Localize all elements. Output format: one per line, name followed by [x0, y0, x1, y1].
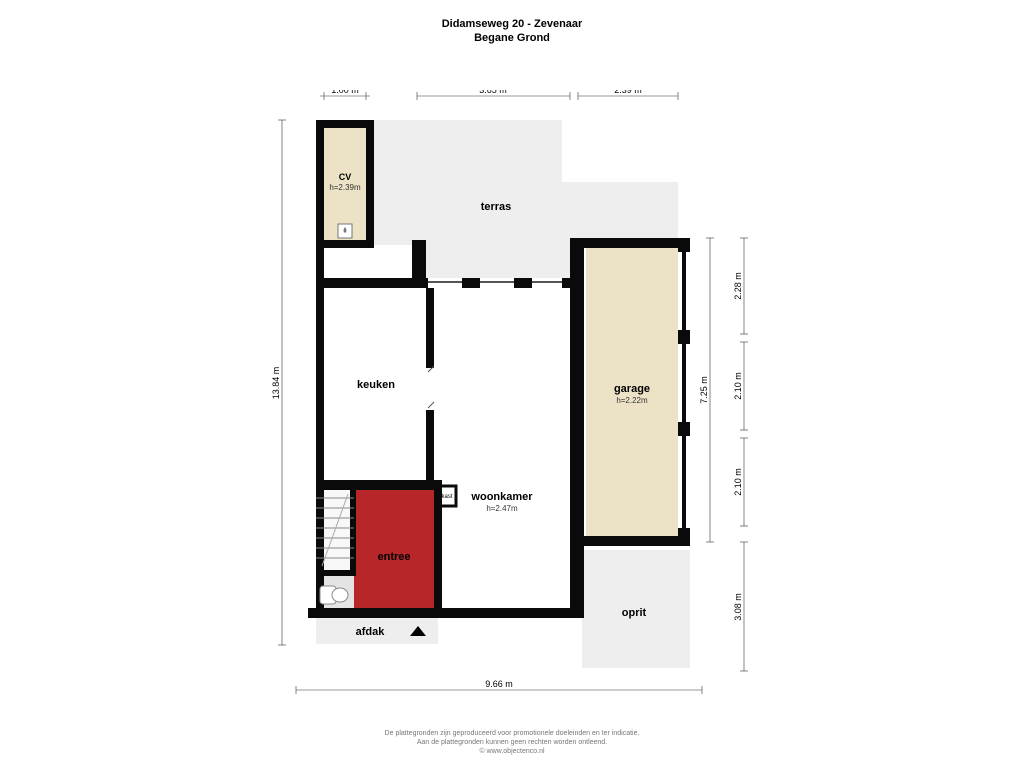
svg-text:keuken: keuken — [357, 379, 395, 391]
footer: De plattegronden zijn geproduceerd voor … — [0, 729, 1024, 756]
svg-text:9.66 m: 9.66 m — [485, 679, 513, 689]
footer-line2: Aan de plattegronden kunnen geen rechten… — [0, 738, 1024, 747]
svg-text:afdak: afdak — [356, 626, 386, 638]
svg-text:entree: entree — [377, 551, 410, 563]
boiler-icon — [338, 224, 352, 238]
dim-right: 7.25 m 2.28 m 2.10 m 2.10 m 3.08 m — [699, 238, 748, 671]
svg-text:7.25 m: 7.25 m — [699, 376, 709, 404]
svg-text:h=2.22m: h=2.22m — [616, 396, 648, 405]
dim-left: 13.84 m — [271, 120, 286, 645]
svg-text:woonkamer: woonkamer — [470, 491, 533, 503]
footer-line1: De plattegronden zijn geproduceerd voor … — [0, 729, 1024, 738]
svg-text:garage: garage — [614, 383, 650, 395]
svg-text:2.28 m: 2.28 m — [733, 272, 743, 300]
svg-text:CV: CV — [339, 172, 352, 182]
svg-text:kast: kast — [441, 494, 452, 500]
toilet-icon — [320, 586, 348, 604]
svg-text:oprit: oprit — [622, 607, 647, 619]
svg-text:3.65 m: 3.65 m — [479, 90, 507, 95]
page-subtitle: Begane Grond — [0, 32, 1024, 44]
dim-top: 1.00 m 3.65 m 2.39 m 2.76 m — [320, 90, 678, 100]
svg-text:2.10 m: 2.10 m — [733, 468, 743, 496]
svg-text:1.00 m: 1.00 m — [331, 90, 359, 95]
floor-plan: 1.00 m 3.65 m 2.39 m 2.76 m 13.84 m 7.25… — [262, 90, 762, 710]
svg-text:h=2.47m: h=2.47m — [486, 504, 518, 513]
footer-line3: © www.objectenco.nl — [0, 747, 1024, 756]
svg-text:13.84 m: 13.84 m — [271, 367, 281, 400]
svg-text:3.08 m: 3.08 m — [733, 593, 743, 621]
room-woonkamer — [438, 290, 570, 610]
svg-text:2.10 m: 2.10 m — [733, 372, 743, 400]
page-title: Didamseweg 20 - Zevenaar — [0, 18, 1024, 30]
dim-bottom: 9.66 m — [296, 679, 702, 694]
svg-text:h=2.39m: h=2.39m — [329, 183, 361, 192]
room-entree — [354, 490, 434, 608]
svg-text:terras: terras — [481, 201, 512, 213]
svg-text:2.39 m: 2.39 m — [614, 90, 642, 95]
